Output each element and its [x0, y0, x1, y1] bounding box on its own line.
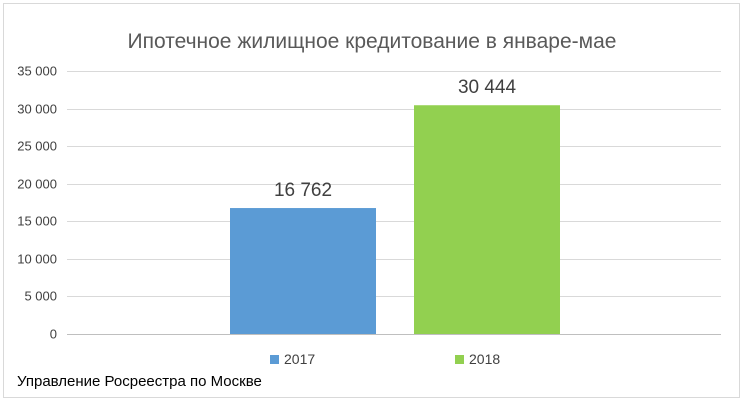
data-label-2018: 30 444: [458, 77, 517, 98]
bars: [230, 105, 560, 335]
y-tick-label: 0: [50, 327, 57, 342]
chart-title: Ипотечное жилищное кредитование в январе…: [128, 30, 617, 53]
data-labels: 16 762 30 444: [274, 77, 517, 201]
data-label-2017: 16 762: [274, 180, 332, 201]
source-note: Управление Росреестра по Москве: [17, 373, 262, 390]
y-tick-label: 15 000: [17, 214, 57, 229]
y-tick-label: 25 000: [17, 139, 57, 154]
y-tick-label: 5 000: [24, 289, 57, 304]
y-tick-label: 20 000: [17, 177, 57, 192]
y-tick-label: 10 000: [17, 252, 57, 267]
legend-swatch-2017: [270, 355, 279, 364]
legend-label-2017: 2017: [284, 351, 315, 367]
bar-2018: [414, 105, 560, 335]
bar-2017: [230, 208, 376, 334]
grid: [67, 71, 721, 335]
legend: 2017 2018: [270, 351, 500, 367]
legend-label-2018: 2018: [469, 351, 500, 367]
y-axis: 0 5 000 10 000 15 000 20 000 25 000 30 000 35 0…: [17, 64, 57, 342]
legend-swatch-2018: [455, 355, 464, 364]
y-tick-label: 30 000: [17, 102, 57, 117]
y-tick-label: 35 000: [17, 64, 57, 79]
